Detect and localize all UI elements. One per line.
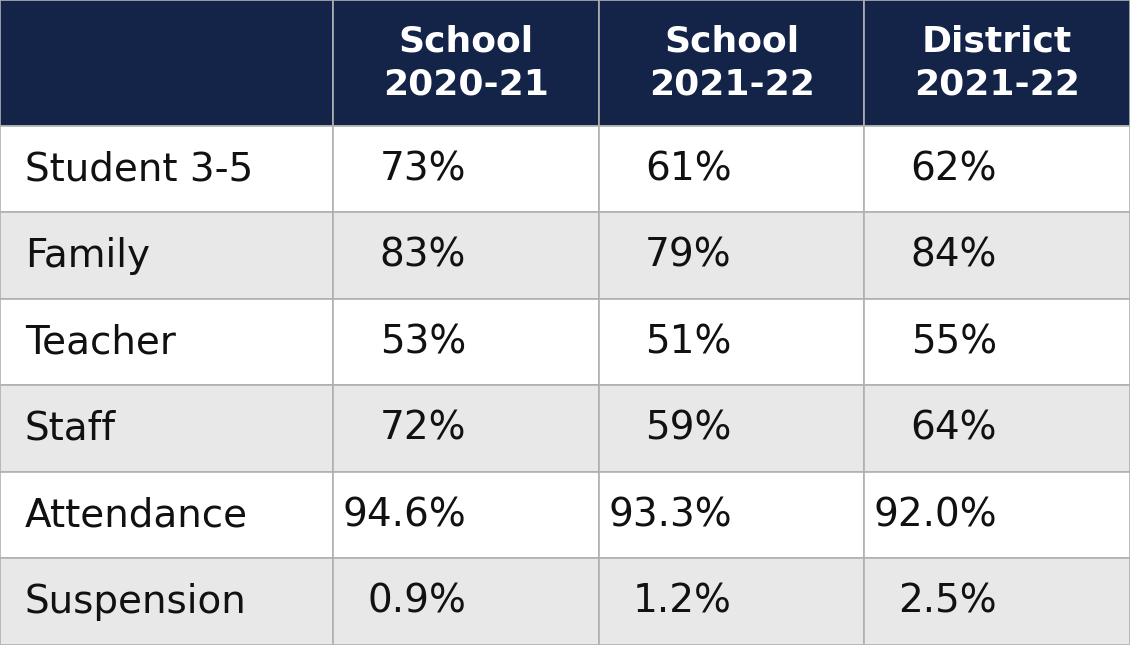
- Bar: [599, 299, 864, 386]
- Bar: [0, 472, 333, 559]
- Bar: [333, 212, 599, 299]
- Text: 2.5%: 2.5%: [898, 582, 998, 620]
- Bar: [333, 0, 599, 126]
- Bar: [864, 299, 1130, 386]
- Bar: [864, 472, 1130, 559]
- Text: 73%: 73%: [380, 150, 466, 188]
- Bar: [333, 126, 599, 212]
- Bar: [333, 472, 599, 559]
- Bar: [0, 126, 333, 212]
- Text: 83%: 83%: [380, 237, 466, 275]
- Bar: [864, 386, 1130, 472]
- Text: 53%: 53%: [380, 323, 466, 361]
- Bar: [333, 299, 599, 386]
- Text: 59%: 59%: [645, 410, 732, 448]
- Bar: [599, 0, 864, 126]
- Text: 51%: 51%: [645, 323, 732, 361]
- Bar: [864, 212, 1130, 299]
- Bar: [864, 0, 1130, 126]
- Bar: [0, 386, 333, 472]
- Bar: [864, 126, 1130, 212]
- Text: 62%: 62%: [911, 150, 998, 188]
- Text: District
2021-22: District 2021-22: [914, 25, 1080, 102]
- Bar: [0, 299, 333, 386]
- Text: Suspension: Suspension: [25, 582, 246, 620]
- Text: 94.6%: 94.6%: [342, 496, 466, 534]
- Bar: [333, 386, 599, 472]
- Text: 61%: 61%: [645, 150, 732, 188]
- Bar: [0, 212, 333, 299]
- Text: 79%: 79%: [645, 237, 732, 275]
- Text: 1.2%: 1.2%: [633, 582, 732, 620]
- Text: 93.3%: 93.3%: [608, 496, 732, 534]
- Text: Staff: Staff: [25, 410, 116, 448]
- Text: Student 3-5: Student 3-5: [25, 150, 253, 188]
- Text: 0.9%: 0.9%: [367, 582, 466, 620]
- Bar: [864, 559, 1130, 645]
- Bar: [0, 559, 333, 645]
- Text: 55%: 55%: [911, 323, 998, 361]
- Bar: [0, 0, 333, 126]
- Text: 92.0%: 92.0%: [873, 496, 998, 534]
- Bar: [599, 559, 864, 645]
- Text: School
2021-22: School 2021-22: [649, 25, 815, 102]
- Text: 64%: 64%: [911, 410, 998, 448]
- Bar: [333, 559, 599, 645]
- Text: 72%: 72%: [380, 410, 466, 448]
- Bar: [599, 126, 864, 212]
- Bar: [599, 386, 864, 472]
- Text: Teacher: Teacher: [25, 323, 176, 361]
- Text: Attendance: Attendance: [25, 496, 247, 534]
- Text: 84%: 84%: [911, 237, 998, 275]
- Bar: [599, 212, 864, 299]
- Text: Family: Family: [25, 237, 150, 275]
- Bar: [599, 472, 864, 559]
- Text: School
2020-21: School 2020-21: [383, 25, 549, 102]
